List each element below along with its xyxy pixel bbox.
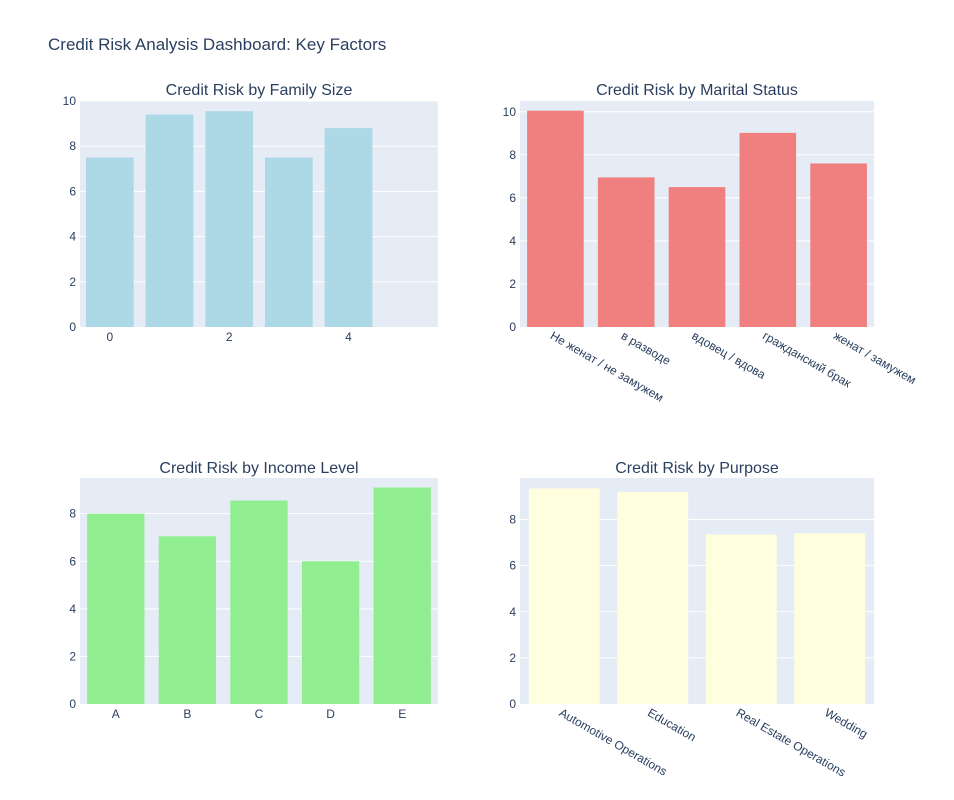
y-tick-label: 0: [509, 320, 516, 334]
y-tick-label: 2: [509, 651, 516, 665]
y-tick-label: 8: [69, 139, 76, 153]
y-tick-label: 4: [69, 230, 76, 244]
panel-title: Credit Risk by Marital Status: [596, 82, 798, 99]
y-tick-label: 4: [509, 605, 516, 619]
plot-area: [80, 101, 438, 327]
y-tick-label: 8: [509, 513, 516, 527]
bar-real-estate-operations: [705, 534, 777, 704]
bar-c: [230, 500, 288, 704]
bar-e: [373, 487, 431, 704]
bar-b: [158, 536, 217, 704]
bar-x: [739, 132, 797, 327]
y-tick-label: 2: [509, 277, 516, 291]
bar-1: [145, 114, 194, 327]
x-tick-label: Education: [645, 705, 698, 744]
y-tick-label: 6: [509, 559, 516, 573]
x-tick-label: B: [183, 707, 191, 721]
y-tick-label: 8: [69, 507, 76, 521]
bar-0: [85, 157, 134, 327]
chart-panel-3: 0 2 4 6 8 A B C D E Credit Risk by Income Level: [69, 460, 438, 721]
panel-title: Credit Risk by Income Level: [159, 460, 358, 477]
y-tick-label: 6: [69, 184, 76, 198]
bar-d: [301, 561, 360, 704]
bar-x: [597, 177, 655, 327]
y-tick-label: 4: [509, 234, 516, 248]
bar-x: [810, 163, 867, 327]
bar-4: [324, 128, 373, 327]
bar-wedding: [794, 533, 866, 704]
x-tick-label: в разводе: [619, 328, 674, 368]
x-tick-label: Wedding: [822, 705, 870, 741]
bar-2: [205, 111, 254, 327]
bar-education: [617, 491, 689, 704]
y-tick-label: 10: [503, 105, 517, 119]
y-tick-label: 8: [509, 148, 516, 162]
y-tick-label: 6: [69, 554, 76, 568]
y-tick-label: 2: [69, 275, 76, 289]
bar-x: [668, 187, 726, 327]
y-tick-label: 0: [69, 320, 76, 334]
x-tick-label: 4: [345, 330, 352, 344]
x-tick-label: вдовец / вдова: [690, 328, 769, 382]
page-title: Credit Risk Analysis Dashboard: Key Fact…: [48, 35, 386, 54]
panel-title: Credit Risk by Family Size: [166, 82, 353, 99]
x-tick-label: A: [112, 707, 120, 721]
x-tick-label: Не женат / не замужем: [548, 328, 666, 404]
x-tick-label: C: [255, 707, 264, 721]
y-tick-label: 10: [63, 94, 77, 108]
bar-3: [264, 157, 313, 327]
y-tick-label: 4: [69, 602, 76, 616]
y-tick-label: 0: [69, 697, 76, 711]
x-tick-label: 0: [106, 330, 113, 344]
bar-automotive-operations: [528, 488, 600, 704]
chart-panel-1: 0 2 4 6 8 10 0 2 4 Credit Risk by Family Size: [63, 82, 438, 344]
y-tick-label: 2: [69, 649, 76, 663]
y-tick-label: 0: [509, 697, 516, 711]
bar-x: [527, 110, 584, 327]
x-tick-label: E: [398, 707, 406, 721]
x-tick-label: D: [326, 707, 335, 721]
panel-title: Credit Risk by Purpose: [615, 460, 779, 477]
y-tick-label: 6: [509, 191, 516, 205]
bar-a: [87, 513, 145, 704]
chart-panels: 0 2 4 6 8 10 0 2 4 Credit Risk by Family Size 0 2 4 6…: [63, 82, 919, 780]
x-tick-label: 2: [226, 330, 233, 344]
